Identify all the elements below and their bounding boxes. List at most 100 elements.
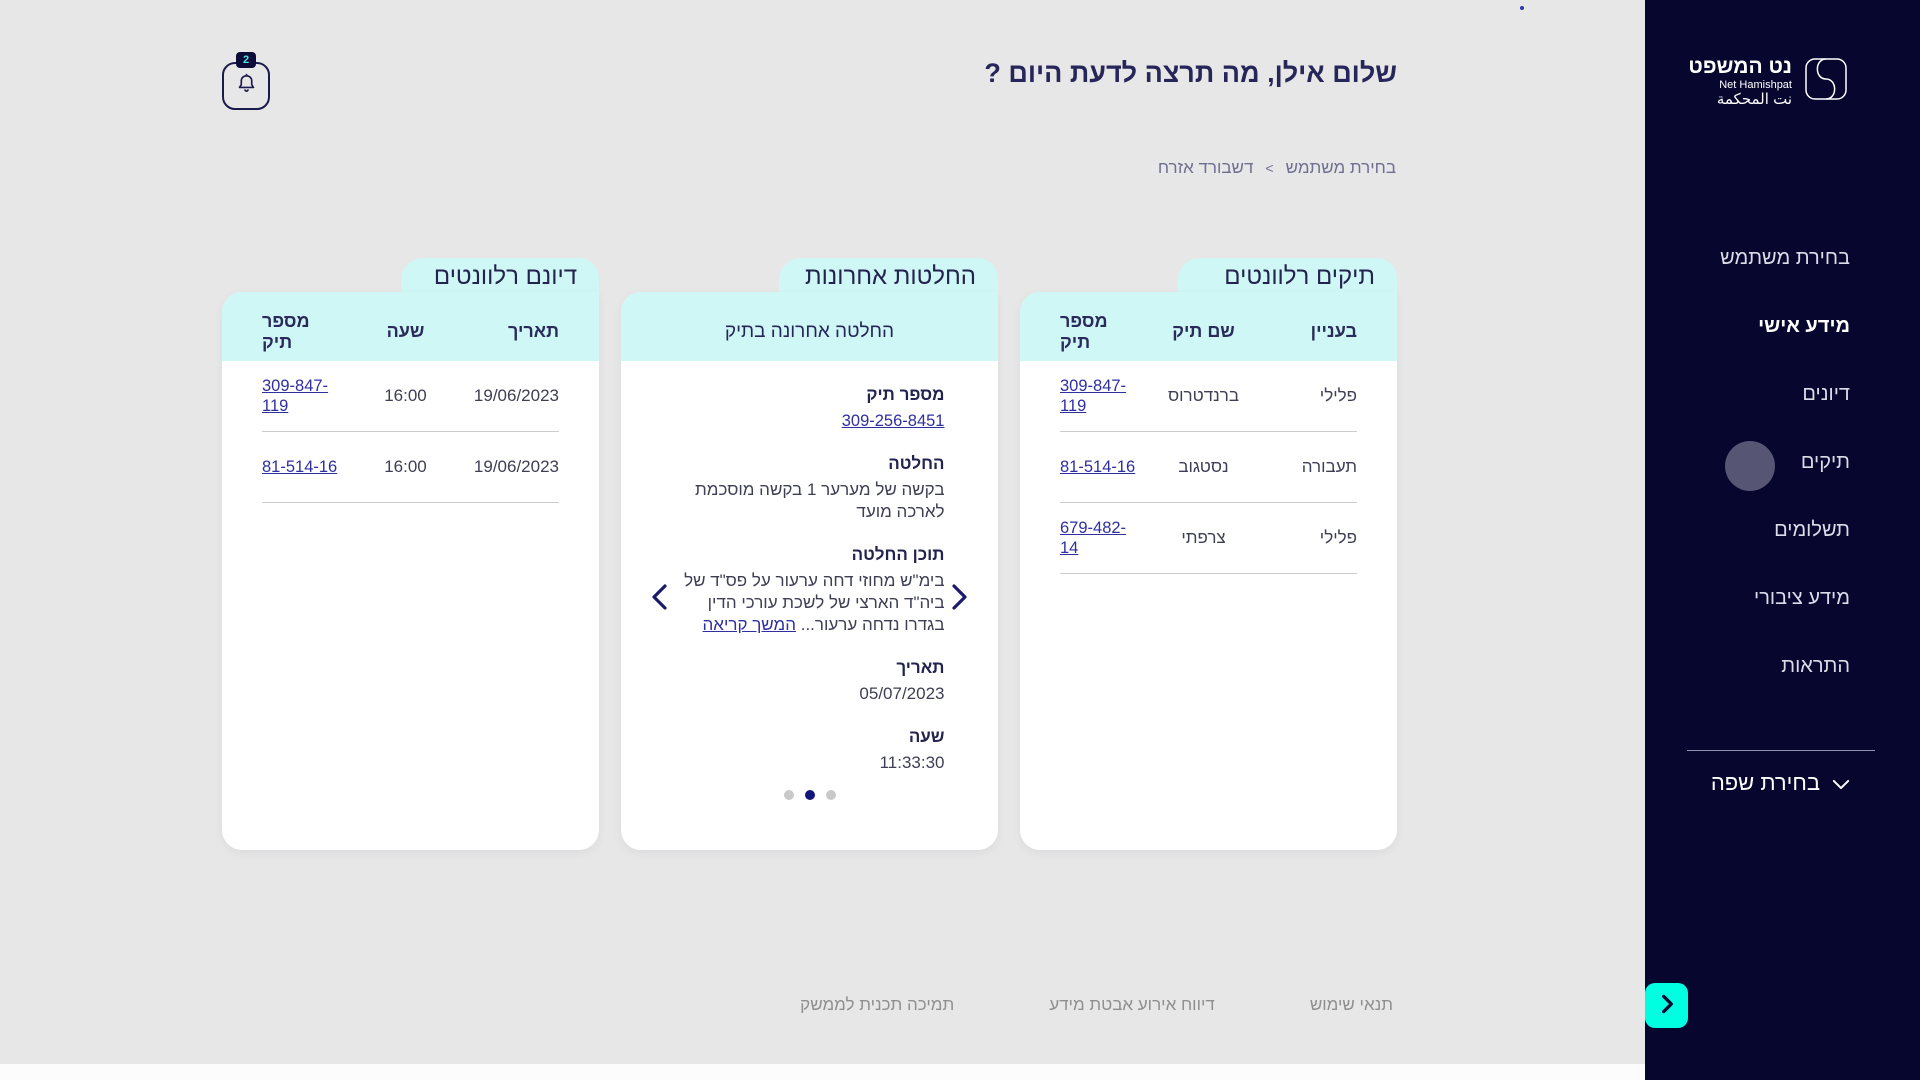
- date-label: תאריך: [896, 658, 945, 677]
- case-number-link[interactable]: 309-256-8451: [841, 412, 945, 430]
- chevron-left-icon: [643, 579, 679, 618]
- cell-subject: פלילי: [1319, 386, 1357, 405]
- cell-subject: תעבורה: [1301, 457, 1357, 476]
- carousel-arrow-left[interactable]: [643, 580, 679, 616]
- sidebar-item-public-info[interactable]: מידע ציבורי: [1754, 587, 1850, 609]
- carousel-dot-active[interactable]: [804, 790, 815, 800]
- notification-badge: 2: [236, 52, 256, 68]
- sidebar-item-payments[interactable]: תשלומים: [1774, 519, 1850, 541]
- table-header-row: תאריך שעה מספר תיק: [222, 292, 599, 361]
- column-header-time: שעה: [386, 321, 425, 341]
- recent-decisions-tab: החלטות אחרונות: [779, 258, 998, 292]
- card-title: החלטות אחרונות: [805, 263, 976, 290]
- cell-case-name: נסטגוב: [1178, 457, 1229, 476]
- relevant-hearings-tab: דיונם רלוונטים: [401, 258, 599, 292]
- chevron-right-icon: [1654, 991, 1680, 1020]
- table-row: 19/06/2023 16:00 81-514-16: [262, 432, 559, 503]
- footer-links: תנאי שימוש דיווח אירוע אבטת מידע תמיכה ת…: [800, 995, 1393, 1015]
- card-title: תיקים רלוונטים: [1224, 263, 1375, 290]
- logo-title-arabic: نت المحكمة: [1716, 91, 1792, 109]
- sidebar-item-personal-info[interactable]: מידע אישי: [1758, 315, 1850, 337]
- relevant-hearings-body: תאריך שעה מספר תיק 19/06/2023 16:00 309-…: [222, 292, 599, 850]
- chevron-down-icon: [1832, 770, 1850, 796]
- cell-date: 19/06/2023: [473, 386, 559, 405]
- cases-rows: פלילי ברנדטרוס 309-847-119 תעבורה נסטגוב…: [1060, 361, 1357, 574]
- table-header-row: בעניין שם תיק מספר תיק: [1020, 292, 1397, 361]
- decision-label: החלטה: [888, 454, 945, 473]
- breadcrumb: בחירת משתמש < דשבורד אזרח: [1158, 158, 1396, 178]
- carousel-dots: [783, 790, 836, 800]
- carousel-arrow-right[interactable]: [940, 580, 976, 616]
- breadcrumb-item-user-selection[interactable]: בחירת משתמש: [1285, 158, 1396, 177]
- case-number-link[interactable]: 81-514-16: [1060, 458, 1136, 476]
- footer-link-support[interactable]: תמיכה תכנית לממשק: [800, 995, 955, 1014]
- sidebar-divider: [1687, 750, 1875, 751]
- relevant-cases-tab: תיקים רלוונטים: [1178, 258, 1397, 292]
- breadcrumb-item-current: דשבורד אזרח: [1157, 158, 1254, 177]
- decision-time: 11:33:30: [879, 753, 945, 772]
- logo-text: נט המשפט Net Hamishpat نت المحكمة: [1688, 55, 1792, 109]
- breadcrumb-separator-icon: <: [1265, 160, 1274, 176]
- bell-icon: [234, 71, 259, 101]
- dashboard-cards: תיקים רלוונטים בעניין שם תיק מספר תיק פל…: [222, 258, 1397, 850]
- decision-text: בקשה של מערער 1 בקשה מוסכמת לארכה מועד: [695, 480, 945, 521]
- read-more-link[interactable]: המשך קריאה: [702, 615, 797, 634]
- cell-date: 19/06/2023: [473, 457, 559, 476]
- relevant-hearings-card: דיונם רלוונטים תאריך שעה מספר תיק 19/06/…: [222, 258, 599, 850]
- decision-content-text: בימ"ש מחוזי דחה ערעור על פס"ד של ביה"ד ה…: [675, 570, 945, 636]
- main-content-area: 2 שלום אילן, מה תרצה לדעת היום ? בחירת מ…: [0, 6, 1645, 1080]
- footer-link-terms[interactable]: תנאי שימוש: [1309, 995, 1393, 1014]
- sidebar-item-hearings[interactable]: דיונים: [1802, 383, 1850, 405]
- recent-decisions-body: החלטה אחרונה בתיק מספר תיק 309-256-8451 …: [621, 292, 998, 850]
- stray-dot: [1520, 6, 1524, 10]
- case-number-link[interactable]: 679-482-14: [1060, 519, 1127, 557]
- case-number-label: מספר תיק: [866, 385, 945, 404]
- footer-link-security-report[interactable]: דיווח אירוע אבטת מידע: [1049, 995, 1215, 1014]
- time-label: שעה: [908, 727, 945, 746]
- cell-time: 16:00: [384, 386, 427, 405]
- decision-content-label: תוכן החלטה: [851, 545, 945, 564]
- cell-case-name: ברנדטרוס: [1167, 386, 1240, 405]
- column-header-subject: בעניין: [1310, 321, 1357, 341]
- hearings-rows: 19/06/2023 16:00 309-847-119 19/06/2023 …: [262, 361, 559, 503]
- carousel-dot[interactable]: [783, 790, 794, 800]
- decision-date: 05/07/2023: [859, 684, 945, 703]
- column-header-case-number: מספר תיק: [1060, 310, 1108, 352]
- sidebar-item-cases[interactable]: תיקים: [1800, 451, 1850, 473]
- card-title: דיונם רלוונטים: [433, 263, 577, 290]
- sidebar-collapse-button[interactable]: [1645, 983, 1688, 1028]
- language-selector-label: בחירת שפה: [1710, 770, 1820, 795]
- logo-title-hebrew: נט המשפט: [1688, 55, 1792, 78]
- decision-subtitle: החלטה אחרונה בתיק: [621, 292, 998, 361]
- case-number-link[interactable]: 309-847-119: [1060, 377, 1127, 415]
- decision-details: מספר תיק 309-256-8451 החלטה בקשה של מערע…: [675, 361, 945, 774]
- case-number-link[interactable]: 309-847-119: [262, 377, 329, 415]
- cursor-highlight-circle: [1725, 441, 1775, 491]
- column-header-date: תאריך: [507, 321, 559, 341]
- column-header-case-name: שם תיק: [1172, 321, 1235, 341]
- net-hamishpat-logo: נט המשפט Net Hamishpat نت المحكمة: [1688, 55, 1850, 109]
- cell-time: 16:00: [384, 457, 427, 476]
- sidebar-item-user-selection[interactable]: בחירת משתמש: [1720, 247, 1850, 269]
- notifications-button[interactable]: 2: [222, 52, 270, 110]
- cell-case-name: צרפתי: [1181, 528, 1226, 547]
- sidebar-item-alerts[interactable]: התראות: [1781, 655, 1850, 677]
- carousel-dot[interactable]: [825, 790, 836, 800]
- decision-content-snippet: בימ"ש מחוזי דחה ערעור על פס"ד של ביה"ד ה…: [684, 571, 945, 634]
- cell-subject: פלילי: [1319, 528, 1357, 547]
- sidebar: נט המשפט Net Hamishpat نت المحكمة בחירת …: [1645, 0, 1920, 1080]
- table-row: פלילי צרפתי 679-482-14: [1060, 503, 1357, 574]
- sidebar-nav: בחירת משתמש מידע אישי דיונים תיקים תשלומ…: [1720, 246, 1850, 722]
- language-selector[interactable]: בחירת שפה: [1711, 770, 1850, 796]
- column-header-case-number: מספר תיק: [262, 310, 310, 352]
- case-number-link[interactable]: 81-514-16: [262, 458, 338, 476]
- relevant-cases-card: תיקים רלוונטים בעניין שם תיק מספר תיק פל…: [1020, 258, 1397, 850]
- table-row: פלילי ברנדטרוס 309-847-119: [1060, 361, 1357, 432]
- relevant-cases-body: בעניין שם תיק מספר תיק פלילי ברנדטרוס 30…: [1020, 292, 1397, 850]
- logo-mark-icon: [1802, 55, 1850, 108]
- bottom-strip: [0, 1064, 1645, 1080]
- page-title: שלום אילן, מה תרצה לדעת היום ?: [984, 58, 1397, 88]
- recent-decisions-card: החלטות אחרונות החלטה אחרונה בתיק מספר תי…: [621, 258, 998, 850]
- table-row: תעבורה נסטגוב 81-514-16: [1060, 432, 1357, 503]
